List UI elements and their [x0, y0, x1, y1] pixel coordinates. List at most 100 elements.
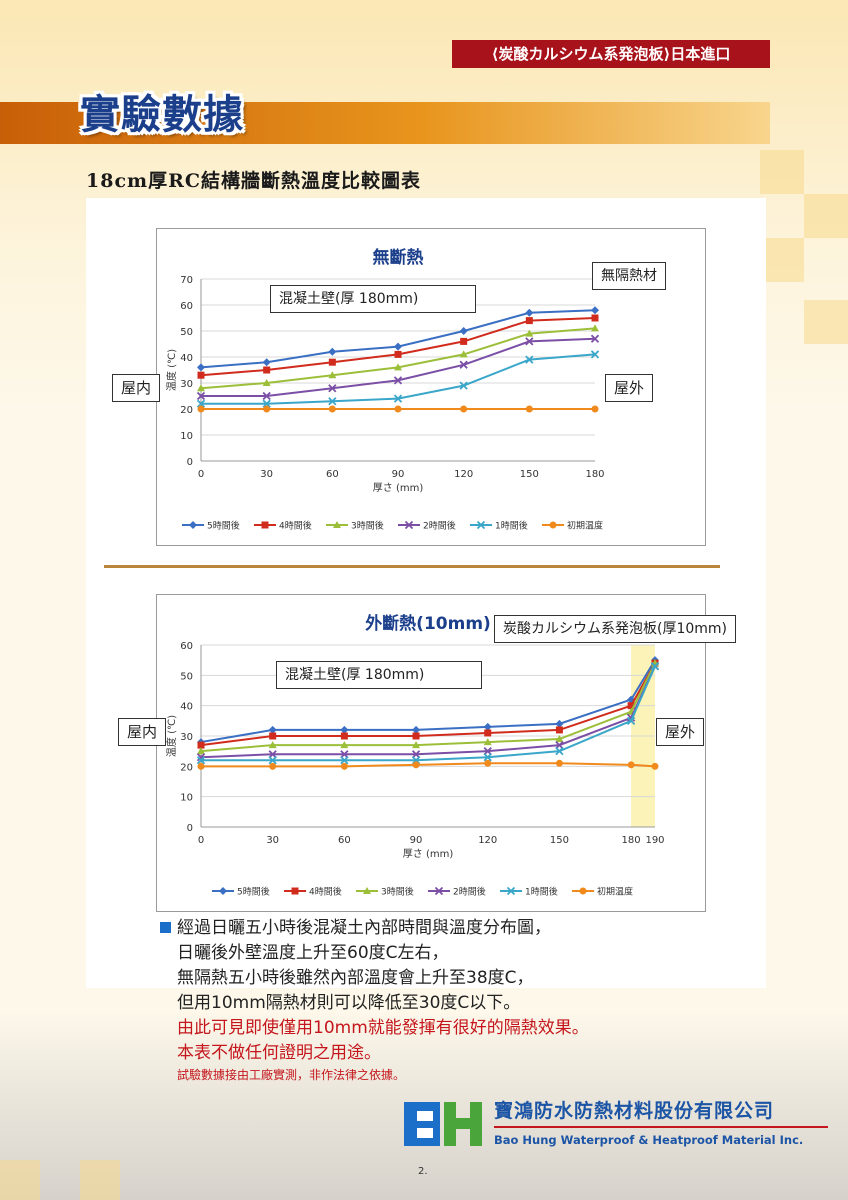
legend-marker	[291, 887, 299, 895]
series-line	[200, 665, 656, 759]
data-point	[340, 741, 349, 749]
data-point	[627, 761, 635, 769]
series-init	[197, 759, 659, 770]
x-tick-label: 90	[410, 835, 423, 846]
data-point	[483, 747, 492, 756]
data-point	[268, 741, 277, 749]
data-point	[196, 399, 206, 408]
callout-outside-1: 屋外	[605, 374, 654, 402]
legend-label: 2時間後	[453, 886, 486, 898]
note-line: 經過日曬五小時後混凝土內部時間與溫度分布圖，	[177, 918, 551, 938]
data-point	[555, 726, 563, 734]
y-tick-label: 30	[180, 732, 193, 743]
data-point	[525, 355, 534, 364]
data-point	[555, 740, 564, 750]
data-point	[651, 762, 659, 770]
x-axis-label: 厚さ (mm)	[403, 848, 454, 860]
note-line-highlight: 由此可見即使僅用10mm就能發揮有很好的隔熱效果。	[177, 1018, 589, 1038]
legend-label: 4時間後	[279, 520, 312, 532]
series-4h	[197, 314, 599, 379]
data-point	[412, 741, 421, 749]
y-tick-label: 40	[180, 353, 193, 364]
decor-square	[80, 1160, 120, 1200]
y-tick-label: 50	[180, 671, 193, 682]
x-tick-label: 150	[550, 835, 569, 846]
legend-marker	[579, 887, 587, 895]
data-point	[340, 762, 348, 770]
data-point	[394, 363, 402, 371]
series-line	[201, 762, 656, 768]
data-point	[340, 732, 348, 740]
data-point	[483, 753, 492, 762]
x-tick-label: 0	[198, 469, 204, 480]
data-point	[328, 384, 337, 393]
data-point	[483, 738, 492, 746]
x-tick-label: 180	[585, 469, 604, 480]
series-line	[201, 665, 656, 762]
legend-marker	[261, 521, 269, 529]
data-point	[197, 371, 205, 379]
x-tick-label: 150	[520, 469, 539, 480]
y-tick-label: 10	[180, 431, 193, 442]
y-tick-label: 20	[180, 762, 193, 773]
data-point	[460, 337, 468, 345]
x-tick-label: 180	[622, 835, 641, 846]
data-point	[262, 399, 271, 408]
legend-marker	[333, 521, 341, 528]
data-point	[197, 384, 205, 392]
x-axis-label: 厚さ (mm)	[373, 482, 424, 494]
title-bar	[0, 102, 770, 144]
data-point	[393, 394, 403, 403]
data-point	[412, 761, 420, 769]
callout-inside-2: 屋内	[118, 718, 167, 746]
data-point	[460, 405, 468, 413]
data-point	[268, 725, 277, 734]
series-2h	[196, 334, 600, 401]
data-point	[525, 337, 534, 346]
legend-label: 5時間後	[237, 886, 270, 898]
company-divider	[494, 1126, 828, 1128]
data-point	[483, 722, 492, 731]
data-point	[197, 741, 205, 749]
data-point	[340, 756, 349, 765]
data-point	[393, 376, 403, 385]
data-point	[525, 308, 534, 317]
data-point	[525, 329, 534, 337]
y-axis-label: 温度 (℃)	[165, 715, 178, 757]
legend-label: 初期温度	[597, 886, 633, 898]
note-line: 但用10mm隔熱材則可以降低至30度C以下。	[177, 993, 521, 1013]
legend-marker	[434, 886, 444, 896]
callout-wall-1: 混凝土壁(厚 180mm)	[270, 285, 476, 313]
series-3h	[197, 659, 659, 755]
decor-square	[760, 150, 804, 194]
callout-material-1: 無隔熱材	[592, 262, 666, 290]
data-point	[459, 327, 468, 335]
decor-square	[760, 238, 804, 282]
series-line	[200, 662, 656, 747]
series-line	[200, 659, 656, 744]
section-title: 18cm厚RC結構牆斷熱溫度比較圖表	[86, 170, 422, 192]
data-point	[328, 358, 336, 366]
data-point	[459, 381, 468, 390]
data-point	[412, 725, 421, 734]
data-point	[328, 405, 336, 413]
data-point	[263, 405, 271, 413]
x-tick-label: 90	[392, 469, 405, 480]
chart-divider	[104, 565, 720, 568]
data-point	[555, 735, 564, 743]
y-tick-label: 0	[187, 457, 193, 468]
legend-marker	[219, 887, 227, 895]
data-point	[269, 732, 277, 740]
decor-square	[804, 300, 848, 344]
data-point	[197, 762, 205, 770]
page-title: 實驗數據	[80, 91, 244, 138]
data-point	[484, 759, 492, 767]
series-1h	[196, 350, 600, 408]
chart-no-insulation: 0 10 20 30 40 50 60 70 0 30 60 90 120 150 180 無斷熱 厚さ (mm…	[156, 228, 706, 546]
data-point	[269, 762, 277, 770]
y-tick-label: 0	[187, 823, 193, 834]
x-tick-label: 120	[478, 835, 497, 846]
legend-marker	[476, 520, 486, 530]
data-point	[412, 732, 420, 740]
